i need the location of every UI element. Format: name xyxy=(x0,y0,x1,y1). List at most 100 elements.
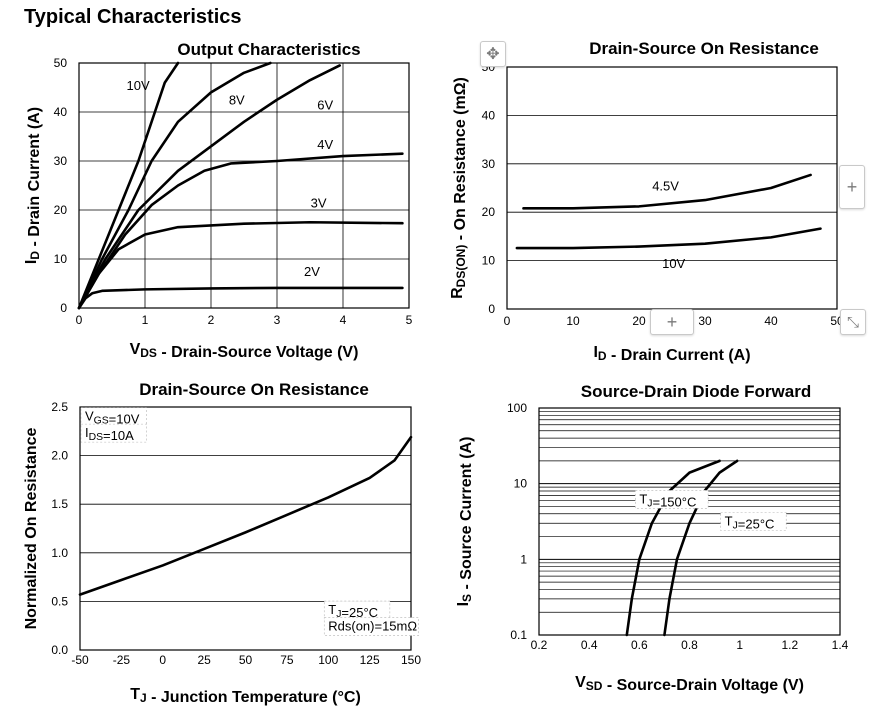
annotation-label: 10V xyxy=(127,78,150,93)
y-tick-label: 100 xyxy=(507,401,527,415)
y-tick-label: 0.1 xyxy=(510,628,527,642)
x-tick-label: -50 xyxy=(71,653,89,667)
x-tick-label: 100 xyxy=(318,653,338,667)
x-tick-label: 1 xyxy=(736,638,743,652)
x-tick-label: 50 xyxy=(239,653,253,667)
y-tick-label: 10 xyxy=(514,477,528,491)
add-right-button[interactable]: + xyxy=(839,165,865,209)
x-tick-label: 75 xyxy=(280,653,294,667)
annotation-label: TJ=150°C xyxy=(639,491,696,509)
x-tick-label: 40 xyxy=(764,314,778,328)
x-tick-label: 0.2 xyxy=(531,638,548,652)
annotation-label: 3V xyxy=(311,196,327,211)
x-tick-label: 0 xyxy=(76,313,83,327)
plus-icon: + xyxy=(666,311,678,332)
y-tick-label: 2.0 xyxy=(51,449,68,463)
resize-handle-button[interactable]: ⤡ xyxy=(840,309,866,335)
plus-icon: + xyxy=(846,176,858,197)
chart-title: Output Characteristics xyxy=(177,40,360,59)
y-tick-label: 1 xyxy=(520,552,527,566)
annotation-label: TJ=25°C xyxy=(328,602,378,620)
series-line xyxy=(515,227,822,250)
expand-icon: ⤡ xyxy=(846,313,859,331)
y-tick-label: 1.5 xyxy=(51,497,68,511)
annotation-label: 4.5V xyxy=(652,178,679,193)
series-line xyxy=(77,220,404,310)
annotation-label: IDS=10A xyxy=(85,425,134,443)
y-axis-label: ID - Drain Current (A) xyxy=(23,107,43,264)
x-axis-label: TJ - Junction Temperature (°C) xyxy=(130,686,361,706)
x-tick-label: 0 xyxy=(504,314,511,328)
series-line xyxy=(77,61,272,310)
x-tick-label: 2 xyxy=(208,313,215,327)
x-tick-label: 25 xyxy=(197,653,211,667)
annotation-box xyxy=(720,512,787,531)
chart-title: Drain-Source On Resistance xyxy=(589,39,819,58)
annotation-label: 6V xyxy=(317,98,333,113)
plot-frame xyxy=(79,406,412,651)
x-tick-label: -25 xyxy=(113,653,131,667)
annotation-label: VGS=10V xyxy=(85,409,140,427)
annotation-label: 4V xyxy=(317,137,333,152)
y-tick-label: 40 xyxy=(482,108,496,122)
annotation-label: Rds(on)=15mΩ xyxy=(328,619,417,634)
annotation-label: TJ=25°C xyxy=(725,513,775,531)
y-tick-label: 40 xyxy=(54,105,68,119)
x-tick-label: 0.6 xyxy=(631,638,648,652)
x-tick-label: 30 xyxy=(698,314,712,328)
y-tick-label: 30 xyxy=(482,157,496,171)
series-line xyxy=(77,152,404,310)
y-tick-label: 0 xyxy=(60,301,67,315)
y-tick-label: 30 xyxy=(54,154,68,168)
add-below-button[interactable]: + xyxy=(650,309,694,335)
y-tick-label: 10 xyxy=(482,254,496,268)
series-line xyxy=(663,459,739,637)
x-tick-label: 1 xyxy=(142,313,149,327)
x-tick-label: 3 xyxy=(274,313,281,327)
series-line xyxy=(77,61,180,310)
page-title: Typical Characteristics xyxy=(24,6,242,28)
x-tick-label: 1.2 xyxy=(781,638,798,652)
plot-frame xyxy=(538,407,841,636)
rdson-vs-temperature-chart: Drain-Source On Resistance -50 -25 0 25 50 75 1… xyxy=(23,380,421,706)
annotation-label: 10V xyxy=(662,256,685,271)
x-tick-label: 20 xyxy=(632,314,646,328)
y-axis-label: IS - Source Current (A) xyxy=(455,437,475,607)
series-line xyxy=(625,459,721,637)
x-tick-label: 10 xyxy=(566,314,580,328)
y-tick-label: 1.0 xyxy=(51,546,68,560)
plot-frame xyxy=(78,62,410,309)
y-axis-label: Normalized On Resistance xyxy=(23,427,40,629)
diode-forward-chart: Source-Drain Diode Forward 0.2 0.4 0.6 0.8 1 1… xyxy=(455,382,849,694)
y-tick-label: 10 xyxy=(54,252,68,266)
chart-title: Drain-Source On Resistance xyxy=(139,380,369,399)
annotation-box xyxy=(80,423,147,443)
y-tick-label: 50 xyxy=(54,56,68,70)
move-handle-button[interactable]: ✥ xyxy=(480,41,506,67)
x-tick-label: 0.8 xyxy=(681,638,698,652)
move-icon: ✥ xyxy=(486,46,500,63)
annotation-box xyxy=(635,490,709,509)
series-line xyxy=(522,173,812,210)
series-line xyxy=(77,286,404,310)
y-tick-label: 0.0 xyxy=(51,643,68,657)
x-tick-label: 1.4 xyxy=(832,638,849,652)
x-axis-label: VSD - Source-Drain Voltage (V) xyxy=(575,674,804,694)
x-tick-label: 0.4 xyxy=(581,638,598,652)
y-tick-label: 20 xyxy=(482,205,496,219)
y-axis-label: RDS(ON) - On Resistance (mΩ) xyxy=(449,77,469,299)
series-line xyxy=(78,435,413,596)
x-tick-label: 0 xyxy=(159,653,166,667)
y-tick-label: 0.5 xyxy=(51,594,68,608)
y-tick-label: 20 xyxy=(54,203,68,217)
annotation-label: 2V xyxy=(304,264,320,279)
annotation-box xyxy=(323,617,419,636)
x-tick-label: 125 xyxy=(360,653,380,667)
chart-title: Source-Drain Diode Forward xyxy=(581,382,811,401)
x-tick-label: 5 xyxy=(406,313,413,327)
series-line xyxy=(77,64,342,310)
x-tick-label: 4 xyxy=(340,313,347,327)
x-axis-label: ID - Drain Current (A) xyxy=(593,344,750,364)
x-tick-label: 150 xyxy=(401,653,421,667)
